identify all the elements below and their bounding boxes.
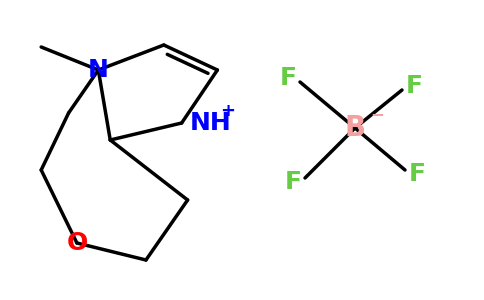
- Text: B: B: [345, 114, 365, 142]
- Text: +: +: [220, 102, 235, 120]
- Text: F: F: [406, 74, 423, 98]
- Text: N: N: [88, 58, 109, 82]
- Text: NH: NH: [190, 111, 231, 135]
- Text: O: O: [66, 231, 88, 255]
- Text: −: −: [370, 105, 384, 123]
- Text: F: F: [408, 162, 425, 186]
- Text: F: F: [285, 170, 302, 194]
- Text: F: F: [279, 66, 297, 90]
